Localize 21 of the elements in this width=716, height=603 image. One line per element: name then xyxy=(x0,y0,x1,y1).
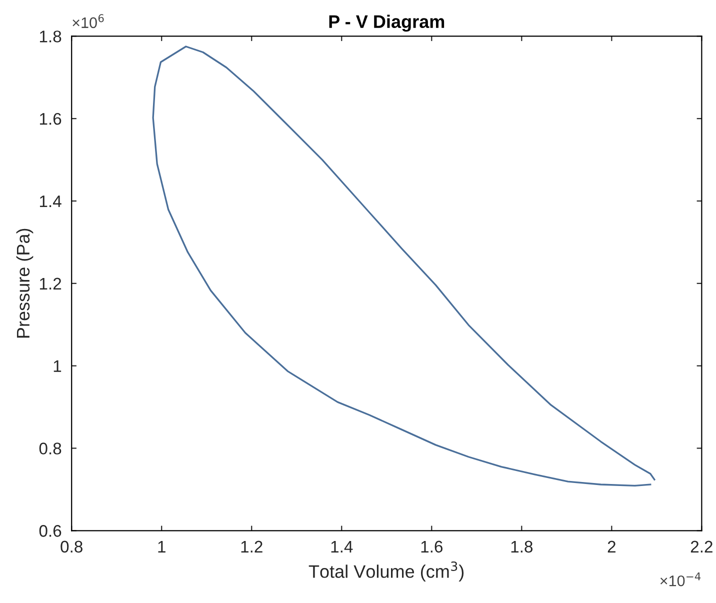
text: ×10$^{−4}$ xyxy=(660,572,701,586)
y-tick-label: 1.4 xyxy=(40,196,62,208)
y-tick-label: 1 xyxy=(54,360,62,372)
x-tick-label: 1.8 xyxy=(511,540,533,553)
line-series xyxy=(152,46,656,487)
y-tick-label: 0.8 xyxy=(39,442,62,454)
y-tick-label: 1.8 xyxy=(40,30,62,42)
y-tick-label: 0.6 xyxy=(39,525,62,537)
y-axis-title: Pressure (Pa) xyxy=(16,228,34,338)
x-tick-label: 2 xyxy=(608,540,616,552)
x-tick-label: 1 xyxy=(158,540,166,552)
x-tick-label: 0.8 xyxy=(60,540,82,553)
y-tick-label: 1.6 xyxy=(40,112,62,125)
y-tick-label: 1.2 xyxy=(40,278,62,290)
x-tick-label: 1.6 xyxy=(421,540,442,553)
chart-title: P - V Diagram xyxy=(329,14,444,32)
x-tick-label: 1.4 xyxy=(331,540,353,552)
x-tick-label: 1.2 xyxy=(241,540,262,552)
text: ×10$^{6}$ xyxy=(72,14,104,28)
x-axis-title: Total Volume (cm$^{3}$) xyxy=(308,561,464,582)
x-tick-label: 2.2 xyxy=(690,540,712,552)
